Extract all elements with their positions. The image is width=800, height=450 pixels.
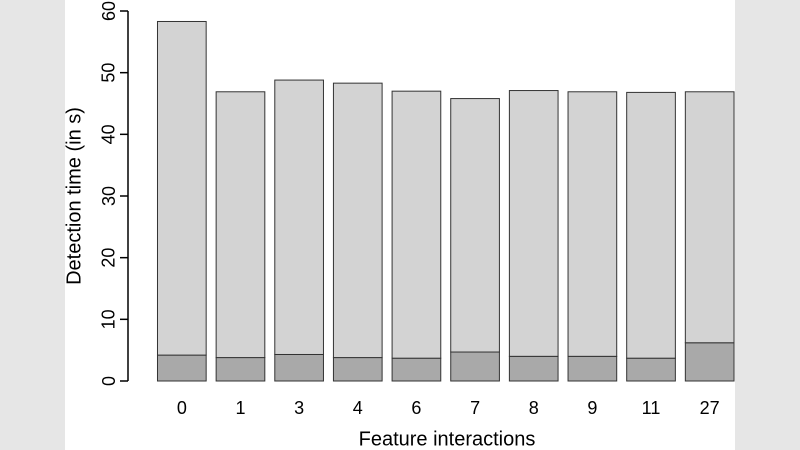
bar-segment — [684, 91, 735, 344]
bar-segment — [332, 357, 383, 382]
bar-segment — [274, 79, 324, 355]
y-tick-label: 10 — [99, 309, 119, 329]
bar-segment — [215, 357, 266, 382]
bar-segment — [156, 20, 207, 356]
bar-segment — [567, 91, 618, 357]
bar-segment — [450, 98, 500, 353]
bar-segment — [626, 91, 676, 359]
x-tick-label: 8 — [529, 398, 539, 418]
bar-segment — [156, 354, 207, 382]
bar-segment — [626, 357, 676, 382]
y-tick-label: 60 — [99, 1, 119, 21]
bar-segment — [508, 355, 559, 382]
bar-segment — [684, 342, 735, 382]
x-tick-label: 6 — [411, 398, 421, 418]
bar-segment — [450, 351, 500, 382]
bar-segment — [274, 353, 324, 382]
bar-segment — [391, 90, 442, 359]
y-tick-label: 20 — [99, 248, 119, 268]
bar-segment — [391, 357, 442, 382]
x-tick-label: 4 — [353, 398, 363, 418]
y-tick-label: 50 — [99, 63, 119, 83]
bar-segment — [332, 82, 383, 359]
x-tick-label: 11 — [642, 398, 661, 418]
y-axis-title: Detection time (in s) — [63, 107, 85, 285]
x-tick-label: 3 — [294, 398, 304, 418]
x-tick-label: 1 — [235, 398, 245, 418]
x-tick-label: 7 — [470, 398, 480, 418]
x-axis-title: Feature interactions — [359, 428, 536, 450]
x-tick-label: 9 — [587, 398, 597, 418]
bar-segment — [215, 91, 266, 359]
y-tick-label: 30 — [99, 186, 119, 206]
y-tick-label: 40 — [99, 124, 119, 144]
bar-segment — [567, 355, 618, 382]
y-tick-label: 0 — [99, 376, 119, 386]
x-tick-label: 27 — [700, 398, 720, 418]
bar-segment — [508, 90, 559, 357]
x-tick-label: 0 — [177, 398, 187, 418]
